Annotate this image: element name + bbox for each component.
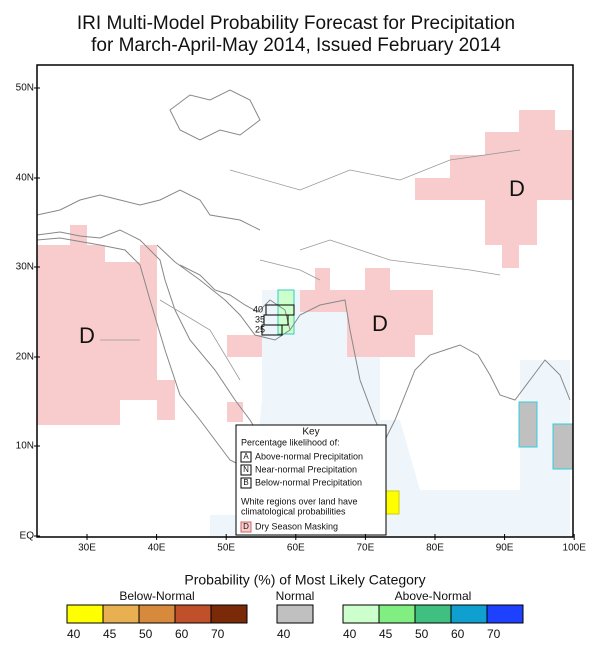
dry-region: [227, 402, 243, 422]
lat-label: EQ: [20, 531, 35, 542]
normal-region: [552, 423, 574, 470]
normal-region: [518, 401, 538, 448]
key-dry-box: [240, 521, 252, 533]
key-item: Near-normal Precipitation: [255, 464, 357, 474]
key-subtitle: Percentage likelihood of:: [241, 437, 340, 447]
legend-swatch: [414, 604, 452, 624]
legend-swatch-label: 40: [343, 627, 357, 641]
key-dry-symbol: D: [243, 522, 249, 531]
legend-swatch-label: 50: [415, 627, 429, 641]
lat-label: 10N: [16, 441, 34, 452]
lat-label: 40N: [16, 173, 34, 184]
map-frame: [36, 64, 574, 538]
key: [235, 424, 387, 536]
legend-swatch: [276, 604, 314, 624]
key-title: Key: [302, 427, 319, 438]
legend-swatch-label: 45: [379, 627, 393, 641]
legend-swatch-label: 40: [277, 627, 291, 641]
key-symbol: A: [243, 452, 249, 461]
lon-label: 30E: [78, 543, 96, 554]
lat-label: 30N: [16, 262, 34, 273]
legend-swatch: [450, 604, 488, 624]
dry-label: D: [372, 311, 388, 336]
lon-label: 80E: [426, 543, 444, 554]
legend-group: Normal: [276, 589, 315, 603]
contour-label: 35: [255, 314, 265, 324]
title-line: IRI Multi-Model Probability Forecast for…: [77, 13, 515, 34]
key-dry-text: Dry Season Masking: [255, 521, 338, 531]
legend-group: Below-Normal: [119, 589, 194, 603]
legend-swatch-label: 60: [451, 627, 465, 641]
lon-label: 50E: [217, 543, 235, 554]
key-item: Above-normal Precipitation: [255, 451, 363, 461]
key-item: Below-normal Precipitation: [255, 477, 362, 487]
key-symbol: B: [243, 478, 248, 487]
legend-group: Above-Normal: [395, 589, 472, 603]
lon-label: 90E: [496, 543, 514, 554]
contour-label: 25: [255, 324, 265, 334]
legend-swatch: [378, 604, 416, 624]
lon-label: 40E: [148, 543, 166, 554]
lat-label: 50N: [16, 83, 34, 94]
legend-swatch-label: 60: [175, 627, 189, 641]
legend-swatch-label: 40: [67, 627, 81, 641]
dry-label: D: [509, 176, 525, 201]
legend-swatch-label: 45: [103, 627, 117, 641]
key-note: White regions over land have: [241, 496, 358, 506]
contour-box: [261, 324, 283, 336]
key-symbol-box: [240, 477, 252, 489]
dry-label: D: [79, 323, 95, 348]
lon-label: 60E: [287, 543, 305, 554]
key-symbol-box: [240, 451, 252, 463]
legend-swatch: [342, 604, 380, 624]
dry-region: [227, 335, 262, 357]
key-box: [235, 424, 387, 536]
legend-title: Probability (%) of Most Likely Category: [184, 572, 425, 588]
legend-swatch: [210, 604, 248, 624]
contour-label: 40: [253, 304, 263, 314]
legend-swatch-label: 70: [211, 627, 225, 641]
dry-region: [37, 245, 175, 425]
legend-swatch: [174, 604, 212, 624]
legend-swatch-label: 70: [487, 627, 501, 641]
dry-region: [415, 110, 573, 268]
lon-label: 100E: [563, 543, 587, 554]
lon-label: 70E: [357, 543, 375, 554]
key-symbol: N: [243, 465, 249, 474]
lat-label: 20N: [16, 352, 34, 363]
key-symbol-box: [240, 464, 252, 476]
dry-region: [300, 268, 433, 357]
legend-swatch: [138, 604, 176, 624]
legend-swatch-label: 50: [139, 627, 153, 641]
title-line: for March-April-May 2014, Issued Februar…: [91, 35, 501, 56]
legend-swatch: [102, 604, 140, 624]
key-note: climatological probabilities: [241, 506, 346, 516]
legend-swatch: [66, 604, 104, 624]
legend-swatch: [486, 604, 524, 624]
